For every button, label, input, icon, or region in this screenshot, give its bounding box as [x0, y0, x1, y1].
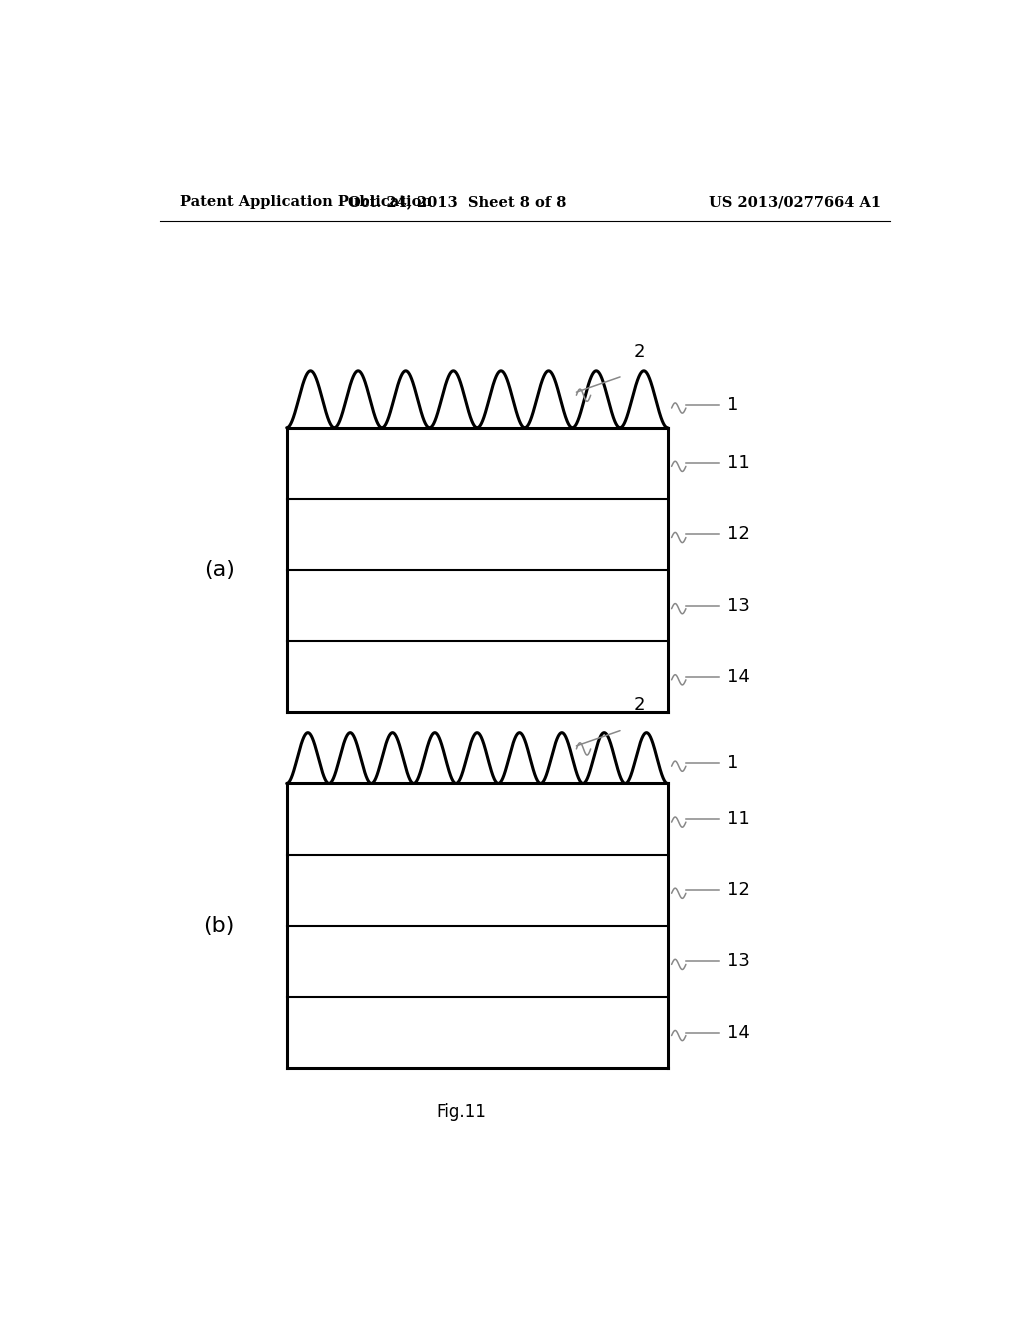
Text: 12: 12	[727, 525, 750, 544]
Text: 12: 12	[727, 882, 750, 899]
Text: 13: 13	[727, 952, 750, 970]
Text: Fig.11: Fig.11	[436, 1102, 486, 1121]
Text: 2: 2	[634, 696, 645, 714]
Text: (a): (a)	[204, 560, 234, 579]
Text: 1: 1	[727, 754, 738, 772]
Text: 14: 14	[727, 668, 750, 686]
Text: Oct. 24, 2013  Sheet 8 of 8: Oct. 24, 2013 Sheet 8 of 8	[348, 195, 566, 209]
Text: Patent Application Publication: Patent Application Publication	[179, 195, 431, 209]
Text: US 2013/0277664 A1: US 2013/0277664 A1	[709, 195, 881, 209]
Text: 11: 11	[727, 810, 750, 828]
Text: 13: 13	[727, 597, 750, 615]
Text: (b): (b)	[204, 916, 234, 936]
Text: 1: 1	[727, 396, 738, 414]
Text: 11: 11	[727, 454, 750, 473]
Text: 2: 2	[634, 342, 645, 360]
Text: 14: 14	[727, 1023, 750, 1041]
